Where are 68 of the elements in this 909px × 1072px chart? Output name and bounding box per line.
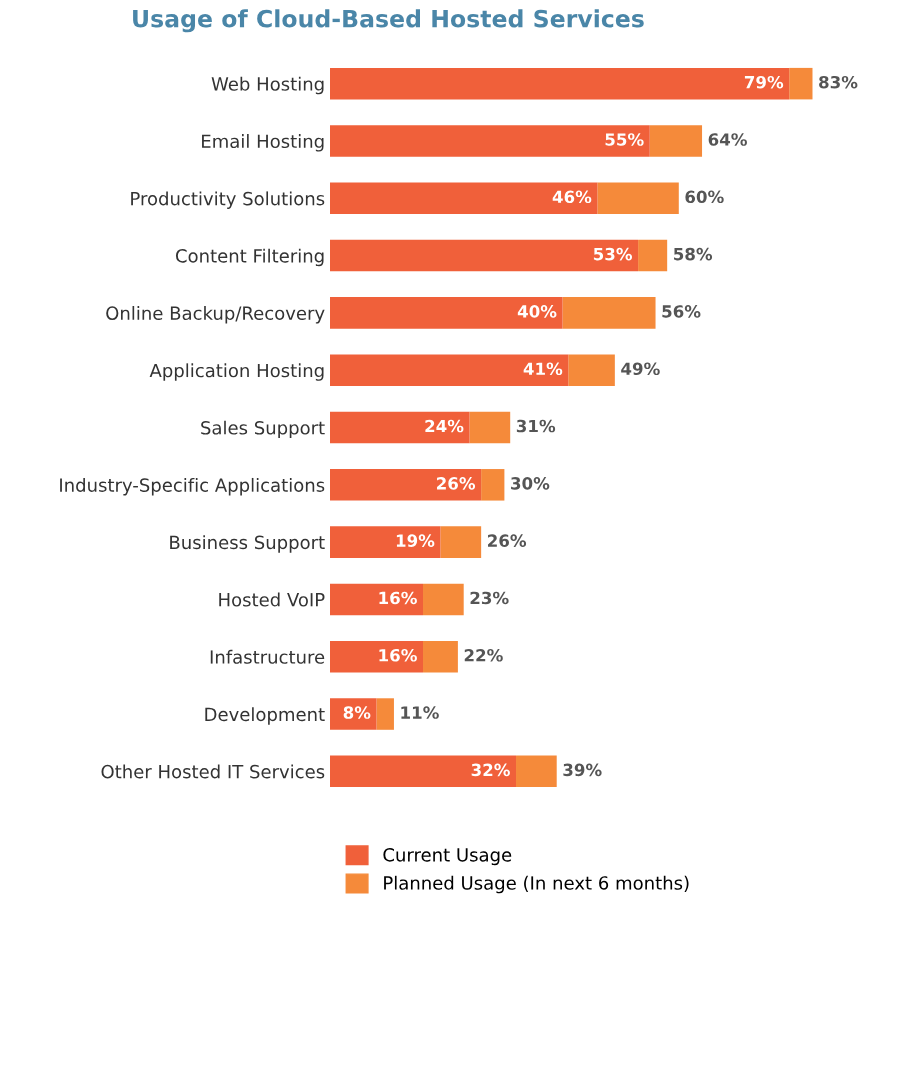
bar [330, 67, 790, 100]
y-tick-label: Email Hosting [202, 134, 324, 152]
y-tick-label: Industry-Specific Applications [60, 477, 325, 496]
bar [330, 755, 517, 788]
data-label: 8% [343, 706, 371, 719]
total-label: 26% [488, 534, 527, 547]
data-label: 26% [437, 477, 476, 490]
data-label: 19% [396, 534, 435, 547]
total-label: 31% [516, 419, 556, 433]
bar [568, 354, 615, 386]
bar [638, 239, 668, 272]
y-tick-label: Business Support [170, 535, 325, 553]
y-tick-label: Web Hosting [211, 76, 324, 95]
y-tick-label: Content Filtering [175, 248, 324, 267]
bar [330, 239, 639, 272]
y-tick-label: Development [205, 707, 325, 725]
total-label: 56% [662, 305, 701, 318]
bar [649, 125, 703, 157]
total-label: 11% [401, 706, 439, 719]
total-label: 60% [685, 190, 724, 204]
bar [423, 583, 464, 616]
bar [440, 526, 482, 558]
data-label: 16% [379, 591, 417, 605]
bar [469, 411, 511, 444]
bar [330, 526, 441, 558]
data-label: 24% [425, 419, 464, 433]
bar [330, 411, 470, 444]
chart-title: Usage of Cloud-Based Hosted Services [133, 9, 644, 33]
data-label: 79% [744, 75, 784, 89]
bar [562, 297, 656, 329]
total-label: 49% [621, 362, 660, 376]
y-tick-label: Other Hosted IT Services [101, 764, 325, 779]
bar [789, 67, 813, 100]
bar [330, 640, 424, 673]
bar [330, 583, 424, 616]
y-tick-label: Productivity Solutions [131, 191, 325, 209]
y-tick-label: Sales Support [201, 420, 325, 439]
bar [516, 755, 557, 788]
bar [330, 297, 563, 329]
bar [481, 469, 505, 501]
data-label: 40% [517, 305, 557, 318]
bar [330, 125, 650, 157]
data-label: 32% [471, 763, 510, 777]
y-tick-label: Application Hosting [149, 363, 324, 381]
bar [330, 698, 377, 730]
bar [597, 182, 679, 215]
data-label: 41% [523, 362, 563, 376]
total-label: 39% [563, 763, 602, 777]
bar [330, 182, 598, 215]
legend-label: Current Usage [383, 848, 512, 866]
data-label: 53% [593, 247, 633, 261]
total-label: 23% [470, 591, 509, 605]
total-label: 64% [708, 133, 747, 146]
data-label: 55% [605, 133, 644, 146]
legend-label: Planned Usage (In next 6 months) [384, 875, 689, 894]
total-label: 58% [674, 247, 713, 261]
bar [423, 640, 458, 673]
data-label: 16% [379, 648, 417, 662]
total-label: 30% [511, 477, 550, 490]
y-tick-label: Online Backup/Recovery [106, 306, 325, 324]
y-tick-label: Hosted VoIP [219, 592, 325, 607]
bar [330, 469, 482, 501]
total-label: 83% [819, 75, 858, 89]
data-label: 46% [552, 190, 592, 204]
y-tick-label: Infastructure [210, 649, 325, 664]
bar [376, 698, 394, 730]
total-label: 22% [464, 648, 503, 662]
bar [330, 354, 569, 386]
